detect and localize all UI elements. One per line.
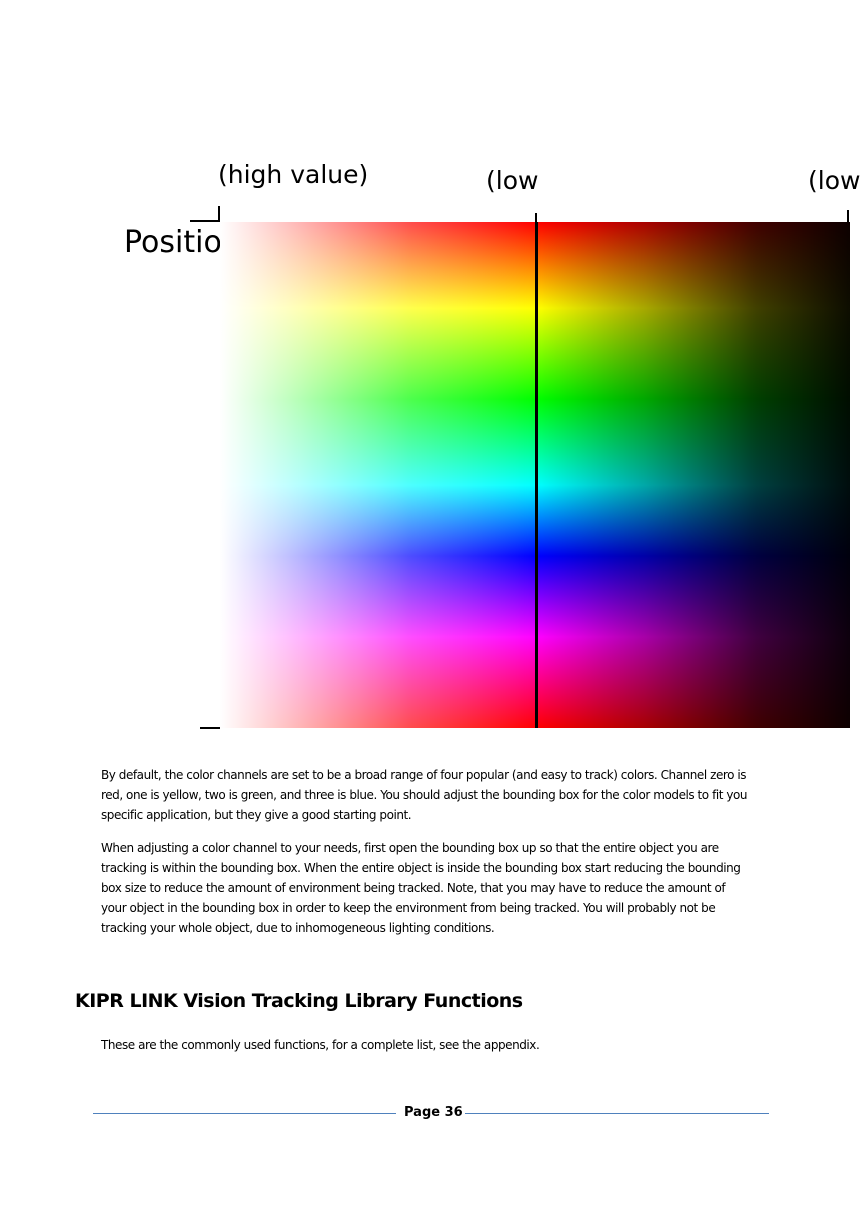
label-high-value: (high value) (218, 160, 369, 189)
footer-rule-left (93, 1113, 396, 1114)
paragraph-default-channels: By default, the color channels are set t… (101, 768, 748, 822)
tick-top-center-vertical (535, 213, 537, 223)
paragraph-common-functions: These are the commonly used functions, f… (101, 1038, 540, 1052)
saturation-gradient-panel (220, 222, 537, 728)
hsv-color-gradient-figure (220, 222, 850, 728)
tick-top-left-vertical (218, 206, 220, 222)
value-gradient-panel (537, 222, 850, 728)
label-position: Positio (124, 225, 222, 260)
section-heading: KIPR LINK Vision Tracking Library Functi… (75, 990, 523, 1012)
paragraph-adjusting-channel: When adjusting a color channel to your n… (101, 841, 741, 935)
tick-top-left-horizontal (190, 220, 220, 222)
label-low-center: (low (486, 166, 539, 195)
gradient-divider-line (535, 222, 538, 728)
footer-rule-right (465, 1113, 769, 1114)
tick-top-right-vertical (847, 210, 849, 223)
page-number: Page 36 (404, 1105, 463, 1120)
tick-bottom-left-horizontal (200, 727, 220, 729)
label-low-right: (low (808, 166, 860, 195)
